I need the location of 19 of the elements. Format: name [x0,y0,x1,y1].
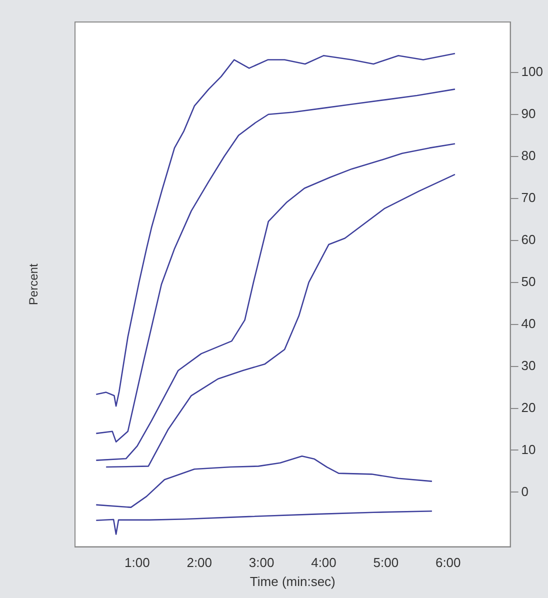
y-tick-label: 60 [521,232,536,247]
x-tick-label: 2:00 [186,555,212,570]
x-axis-title: Time (min:sec) [250,574,336,589]
y-tick-label: 50 [521,274,536,289]
y-tick-label: 100 [521,64,544,79]
y-tick-label: 0 [521,484,529,499]
y-tick-label: 10 [521,442,536,457]
y-tick-label: 70 [521,190,536,205]
x-tick-label: 4:00 [311,555,336,570]
x-tick-label: 6:00 [435,555,461,570]
y-tick-label: 30 [521,358,536,373]
y-axis-title: Percent [26,263,40,306]
x-tick-label: 5:00 [373,555,399,570]
y-tick-label: 80 [521,148,536,163]
x-tick-label: 1:00 [124,555,150,570]
y-tick-label: 20 [521,400,536,415]
x-tick-label: 3:00 [248,555,274,570]
y-tick-label: 90 [521,106,536,121]
y-tick-label: 40 [521,316,536,331]
